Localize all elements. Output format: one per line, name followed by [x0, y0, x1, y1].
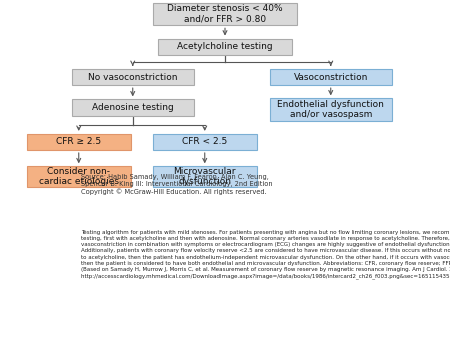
Text: Adenosine testing: Adenosine testing: [92, 103, 174, 112]
Text: Consider non-
cardiac etiologies: Consider non- cardiac etiologies: [39, 167, 119, 186]
FancyBboxPatch shape: [153, 3, 297, 25]
Text: CFR < 2.5: CFR < 2.5: [182, 138, 227, 146]
FancyBboxPatch shape: [153, 134, 256, 150]
FancyBboxPatch shape: [270, 69, 392, 85]
Text: Endothelial dysfunction
and/or vasospasm: Endothelial dysfunction and/or vasospasm: [277, 100, 384, 119]
Text: No vasoconstriction: No vasoconstriction: [88, 73, 177, 81]
FancyBboxPatch shape: [153, 166, 256, 187]
FancyBboxPatch shape: [270, 98, 392, 121]
FancyBboxPatch shape: [72, 99, 194, 116]
Text: Source: Habib Samady, William F. Fearon, Alan C. Yeung,
Spencer B. King III: Int: Source: Habib Samady, William F. Fearon,…: [81, 174, 273, 195]
FancyBboxPatch shape: [72, 69, 194, 85]
Text: Acetylcholine testing: Acetylcholine testing: [177, 42, 273, 51]
FancyBboxPatch shape: [27, 166, 130, 187]
FancyBboxPatch shape: [27, 134, 130, 150]
FancyBboxPatch shape: [158, 39, 292, 55]
Text: Testing algorithm for patients with mild stenoses. For patients presenting with : Testing algorithm for patients with mild…: [81, 230, 450, 279]
Text: CFR ≥ 2.5: CFR ≥ 2.5: [56, 138, 101, 146]
Text: Vasoconstriction: Vasoconstriction: [293, 73, 368, 81]
Text: Mc
Graw
Hill
Education: Mc Graw Hill Education: [12, 293, 55, 333]
Text: Diameter stenosis < 40%
and/or FFR > 0.80: Diameter stenosis < 40% and/or FFR > 0.8…: [167, 4, 283, 24]
Text: Microvascular
dysfunction: Microvascular dysfunction: [174, 167, 236, 186]
